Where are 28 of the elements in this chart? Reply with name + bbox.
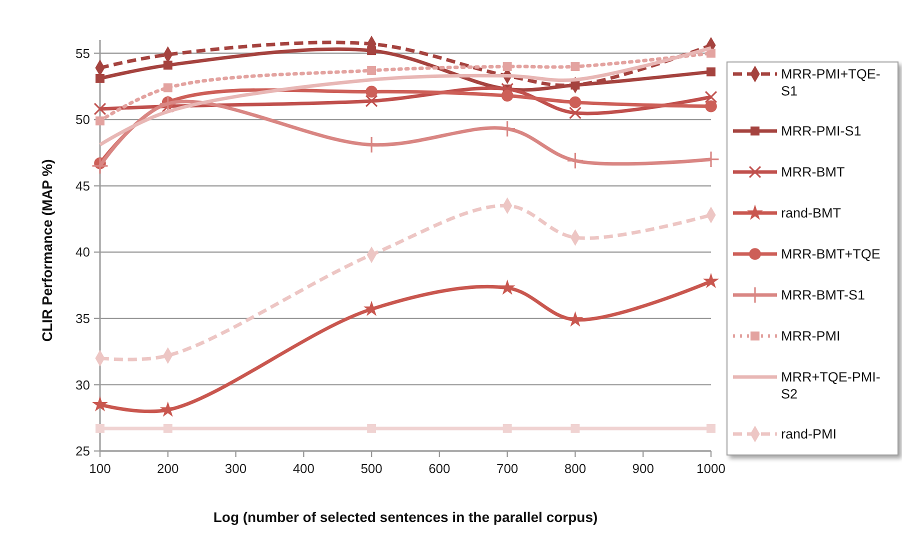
y-tick-label: 50 xyxy=(76,112,90,128)
y-axis-title: CLIR Performance (MAP %) xyxy=(39,159,55,342)
y-tick-label: 25 xyxy=(76,444,90,459)
legend-label: rand-BMT xyxy=(781,206,842,221)
y-tick-label: 55 xyxy=(76,46,90,61)
x-tick-label: 700 xyxy=(496,461,518,476)
legend-label: MRR-PMI-S1 xyxy=(781,124,862,139)
x-tick-label: 400 xyxy=(292,461,315,476)
x-tick-label: 300 xyxy=(224,461,247,476)
legend-label: MRR-PMI xyxy=(781,328,840,344)
x-tick-label: 800 xyxy=(564,461,586,476)
legend-label: MRR-BMT xyxy=(781,164,845,180)
x-tick-label: 600 xyxy=(428,461,450,476)
legend-label: MRR-BMT-S1 xyxy=(781,288,865,303)
x-tick-label: 100 xyxy=(89,461,111,476)
x-axis-title: Log (number of selected sentences in the parallel corpus) xyxy=(213,509,598,525)
x-tick-label: 200 xyxy=(157,461,179,476)
y-tick-label: 30 xyxy=(76,377,90,392)
legend-label: rand-PMI xyxy=(781,426,837,442)
x-tick-label: 1000 xyxy=(696,461,726,476)
y-tick-label: 35 xyxy=(76,310,90,326)
y-tick-label: 40 xyxy=(76,244,90,260)
legend-label: MRR-BMT+TQE xyxy=(781,246,880,262)
x-tick-label: 900 xyxy=(632,461,654,476)
legend-label: MRR-PMI+TQE-S1 xyxy=(781,66,880,99)
x-tick-label: 500 xyxy=(360,461,382,476)
y-tick-label: 45 xyxy=(76,178,90,194)
legend-label: MRR+TQE-PMI-S2 xyxy=(781,370,880,402)
